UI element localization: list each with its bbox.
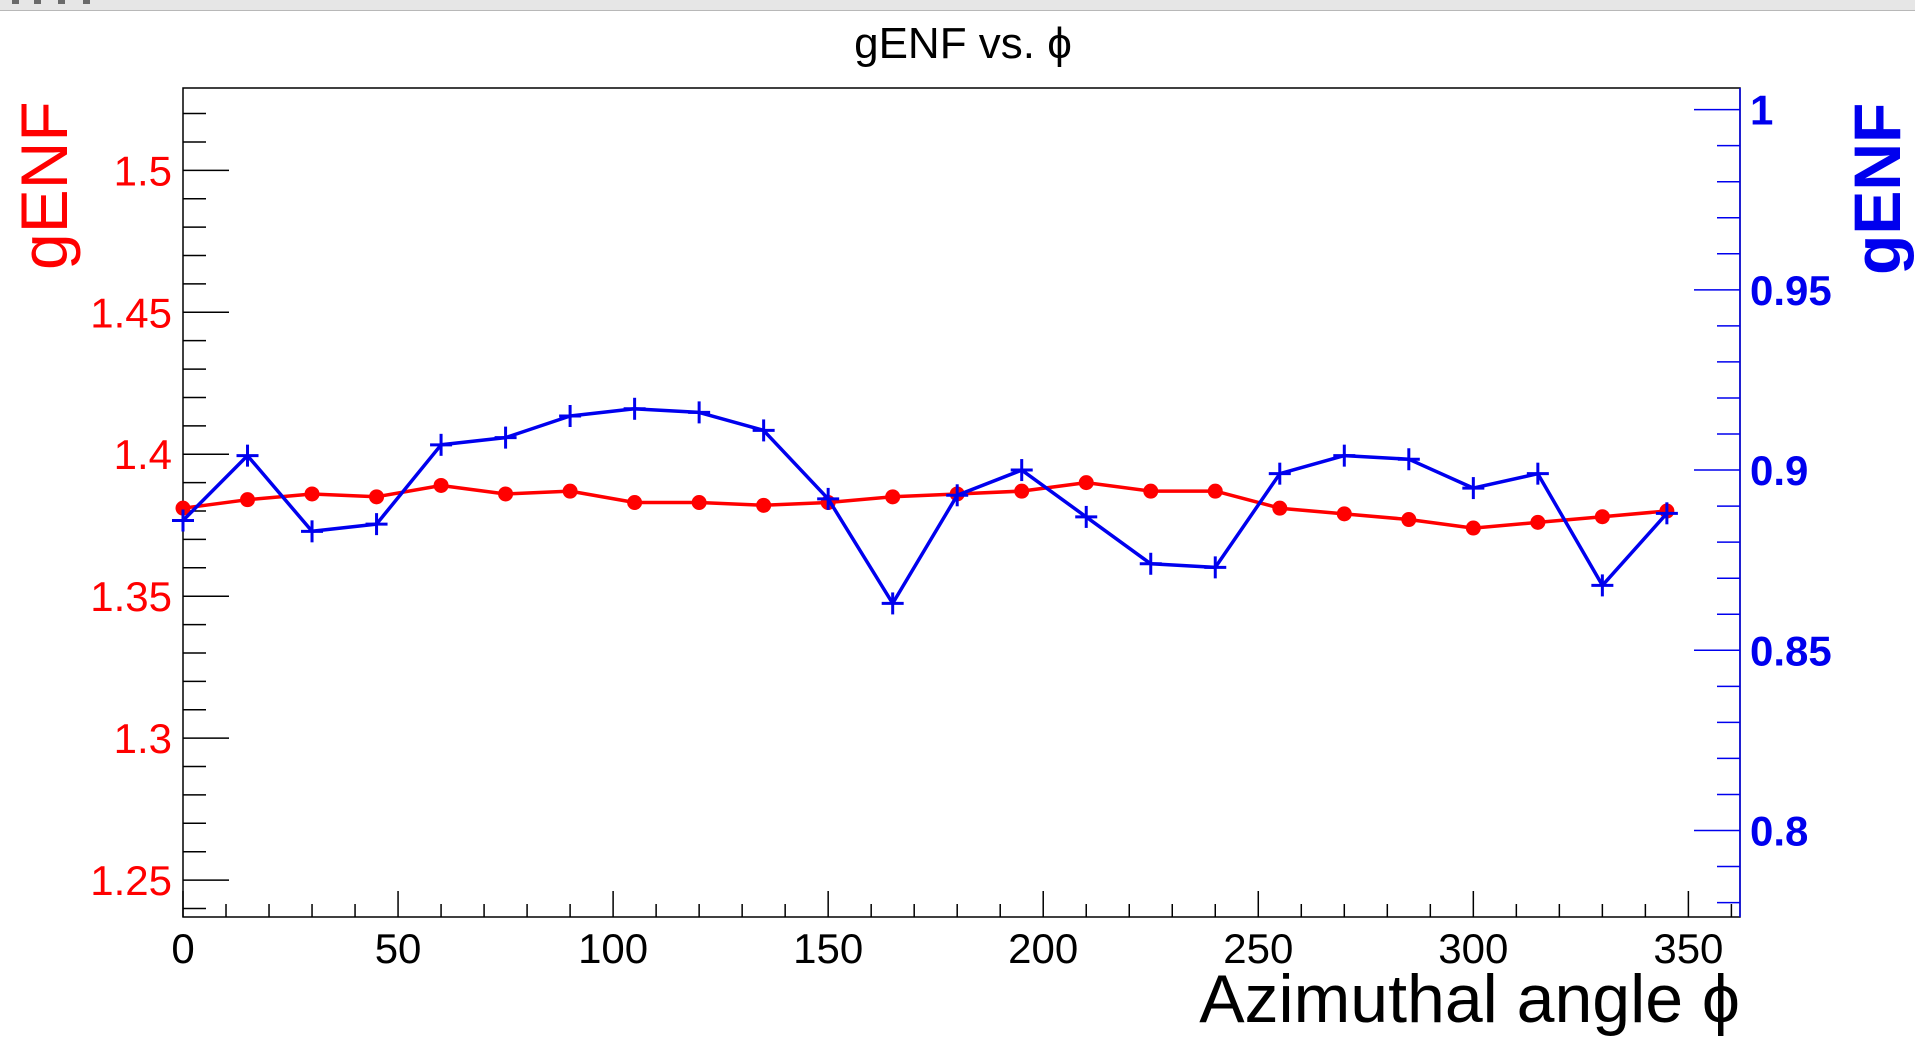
data-point-plus	[365, 513, 388, 536]
x-tick-label: 100	[578, 925, 648, 972]
data-point-plus	[494, 426, 517, 449]
data-point-plus	[1526, 462, 1549, 485]
data-point-circle	[1594, 509, 1610, 525]
data-point-circle	[1530, 514, 1546, 530]
y-right-tick-label: 1	[1750, 87, 1773, 134]
series-line-right	[181, 407, 1669, 606]
chart-title: gENF vs. ϕ	[854, 19, 1072, 68]
window-control-icon[interactable]	[58, 0, 65, 4]
data-point-plus	[623, 397, 646, 420]
plot-frame	[182, 87, 1741, 918]
y-right-tick-label: 0.95	[1750, 267, 1832, 314]
data-point-plus	[752, 419, 775, 442]
data-point-circle	[756, 497, 772, 513]
window-control-icon[interactable]	[83, 0, 90, 4]
data-point-circle	[240, 492, 256, 508]
window-control-icon[interactable]	[34, 0, 41, 4]
data-point-circle	[1014, 483, 1030, 499]
x-tick-label: 300	[1438, 925, 1508, 972]
y-left-tick-label: 1.45	[90, 289, 172, 336]
series-layer	[172, 397, 1678, 615]
y-axis-left: 1.25 1.3 1.35 1.4 1.45 1.5	[90, 112, 229, 910]
y-left-tick-label: 1.3	[114, 715, 172, 762]
x-axis-label: Azimuthal angle ϕ	[1199, 961, 1740, 1037]
x-tick-label: 250	[1223, 925, 1293, 972]
y-axis-right: 0.8 0.85 0.9 0.95 1	[1694, 87, 1832, 917]
data-point-plus	[1075, 505, 1098, 528]
data-point-plus	[1591, 574, 1614, 597]
y-left-tick-label: 1.25	[90, 857, 172, 904]
data-point-circle	[1465, 520, 1481, 536]
data-point-circle	[369, 489, 385, 505]
data-point-plus	[559, 404, 582, 427]
y-right-tick-label: 0.8	[1750, 807, 1808, 854]
x-tick-label: 0	[171, 925, 194, 972]
data-point-plus	[1010, 459, 1033, 482]
data-point-plus	[1139, 552, 1162, 575]
window-titlebar	[0, 0, 1915, 11]
data-point-plus	[881, 592, 904, 615]
data-point-plus	[817, 487, 840, 510]
x-tick-label: 200	[1008, 925, 1078, 972]
data-point-circle	[691, 495, 707, 510]
data-point-plus	[1268, 462, 1291, 485]
data-point-plus	[430, 433, 453, 456]
x-tick-label: 150	[793, 925, 863, 972]
x-axis: 0 50 100 150 200 250 300 350	[171, 891, 1733, 972]
x-tick-label: 50	[375, 925, 422, 972]
data-point-plus	[172, 509, 194, 532]
y-axis-right-label: gENF	[1840, 103, 1914, 275]
data-point-circle	[1336, 506, 1352, 522]
x-tick-label: 350	[1653, 925, 1723, 972]
y-left-tick-label: 1.5	[114, 147, 172, 194]
y-right-tick-label: 0.9	[1750, 447, 1808, 494]
data-point-plus	[1333, 444, 1356, 467]
data-point-circle	[304, 486, 320, 502]
y-left-tick-label: 1.4	[114, 431, 172, 478]
data-point-circle	[433, 477, 449, 493]
data-point-plus	[1462, 477, 1485, 500]
data-point-circle	[1143, 483, 1159, 499]
data-point-circle	[562, 483, 578, 499]
data-point-plus	[301, 520, 324, 543]
data-point-circle	[1207, 483, 1223, 499]
series-line-left	[182, 480, 1668, 530]
data-point-plus	[1204, 556, 1227, 579]
y-axis-left-label: gENF	[7, 101, 81, 270]
data-point-circle	[1272, 500, 1288, 516]
data-point-circle	[498, 486, 514, 502]
y-left-tick-label: 1.35	[90, 573, 172, 620]
window-control-icon[interactable]	[12, 0, 19, 4]
data-point-plus	[688, 401, 711, 424]
data-point-plus	[236, 444, 259, 467]
data-point-circle	[1401, 512, 1417, 528]
data-point-circle	[1078, 475, 1094, 491]
data-point-circle	[627, 495, 643, 510]
data-point-plus	[946, 484, 969, 507]
data-point-plus	[1397, 448, 1420, 471]
data-point-circle	[885, 489, 901, 505]
data-point-circle	[175, 500, 191, 516]
y-right-tick-label: 0.85	[1750, 627, 1832, 674]
data-point-plus	[1655, 502, 1678, 525]
